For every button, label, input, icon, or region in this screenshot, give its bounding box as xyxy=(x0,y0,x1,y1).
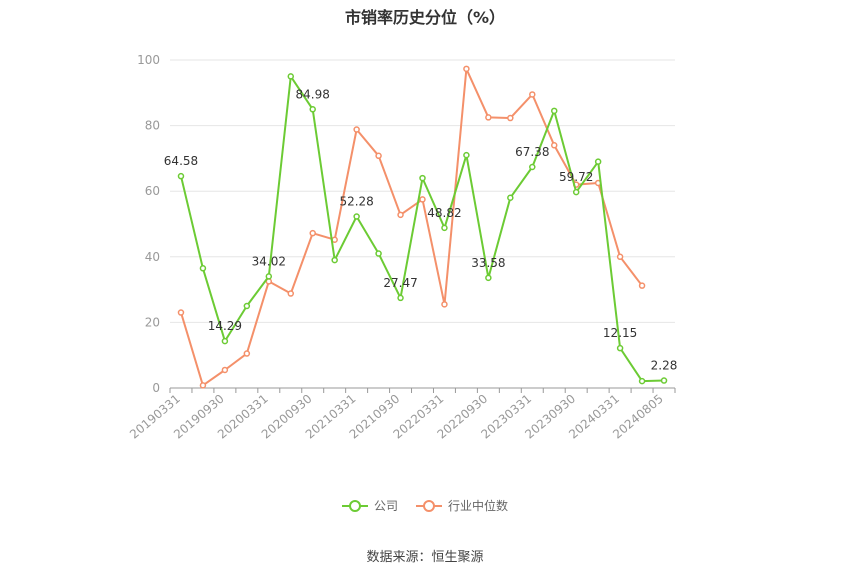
data-point xyxy=(441,301,448,308)
data-point xyxy=(265,273,273,280)
legend-label-company: 公司 xyxy=(373,499,398,513)
data-label: 52.28 xyxy=(339,195,373,209)
legend-item-company[interactable]: 公司 xyxy=(341,497,398,514)
data-point xyxy=(529,91,536,98)
data-point xyxy=(243,350,251,357)
data-point xyxy=(616,253,624,261)
data-point xyxy=(485,114,492,121)
data-point xyxy=(572,188,580,196)
data-point xyxy=(397,294,404,302)
data-point xyxy=(353,213,360,220)
data-point xyxy=(243,302,251,310)
y-tick-label: 20 xyxy=(145,315,160,329)
data-point xyxy=(550,107,558,115)
data-point xyxy=(507,114,514,122)
series-line xyxy=(180,75,665,383)
y-tick-label: 60 xyxy=(145,184,160,198)
data-label: 67.38 xyxy=(515,145,549,159)
data-point xyxy=(221,337,229,345)
data-point xyxy=(507,194,514,202)
data-point xyxy=(287,290,295,297)
data-point xyxy=(199,382,207,389)
data-source: 数据来源：恒生聚源 xyxy=(366,550,484,565)
data-point xyxy=(375,152,382,160)
data-label: 14.29 xyxy=(208,319,242,333)
y-tick-label: 40 xyxy=(145,250,160,264)
data-point xyxy=(485,274,492,282)
industry-line-icon xyxy=(416,499,442,512)
data-point xyxy=(441,224,448,232)
data-point xyxy=(638,282,646,289)
legend-label-industry: 行业中位数 xyxy=(448,499,509,513)
data-label: 12.15 xyxy=(603,326,637,340)
data-point xyxy=(397,211,404,219)
company-line-icon xyxy=(341,499,368,512)
data-point xyxy=(177,309,185,316)
data-label: 33.58 xyxy=(471,256,505,270)
data-point xyxy=(309,106,316,113)
data-point xyxy=(221,366,229,374)
data-point xyxy=(550,142,558,149)
data-point xyxy=(419,196,426,203)
data-label: 27.47 xyxy=(383,276,417,290)
data-label: 48.82 xyxy=(427,206,461,220)
data-point xyxy=(331,256,338,264)
data-point xyxy=(594,158,602,165)
data-label: 34.02 xyxy=(252,254,286,268)
data-point xyxy=(353,126,360,133)
data-label: 84.98 xyxy=(296,87,330,101)
data-point xyxy=(463,65,470,73)
data-point xyxy=(616,344,624,352)
data-point xyxy=(287,73,295,80)
data-point xyxy=(638,377,646,385)
data-point xyxy=(309,229,316,237)
chart-title: 市销率历史分位（%） xyxy=(344,8,506,27)
data-label: 64.58 xyxy=(164,154,198,168)
data-label: 2.28 xyxy=(651,359,678,373)
y-tick-label: 100 xyxy=(137,53,160,67)
data-point xyxy=(529,163,536,171)
legend-item-industry[interactable]: 行业中位数 xyxy=(416,497,508,514)
legend: 公司 行业中位数 xyxy=(0,497,850,514)
y-tick-label: 0 xyxy=(152,381,160,395)
y-tick-label: 80 xyxy=(145,119,160,133)
series-line xyxy=(180,67,643,387)
data-point xyxy=(177,172,185,180)
data-point xyxy=(199,265,207,272)
data-point xyxy=(375,250,382,257)
data-point xyxy=(660,377,668,384)
data-label: 59.72 xyxy=(559,170,593,184)
data-point xyxy=(419,174,426,182)
data-point xyxy=(463,151,470,159)
